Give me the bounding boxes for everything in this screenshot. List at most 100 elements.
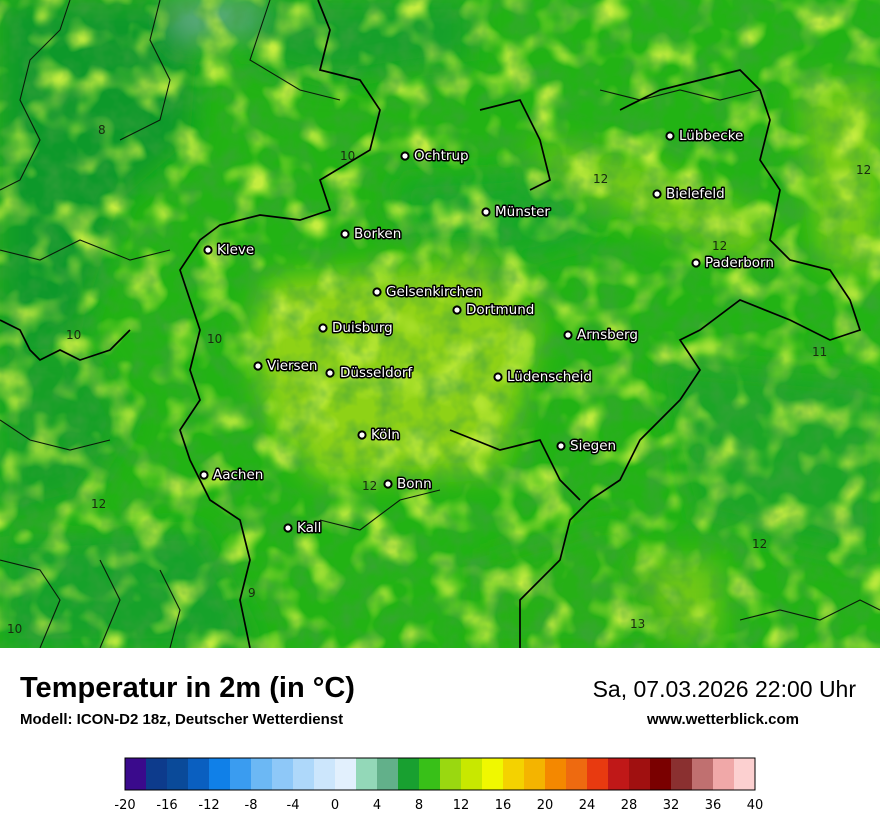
- legend-tick-label: -4: [287, 798, 300, 813]
- legend-swatch: [335, 758, 357, 790]
- svg-text:Bonn: Bonn: [397, 476, 432, 492]
- legend-swatch: [503, 758, 525, 790]
- legend-swatch: [587, 758, 609, 790]
- city-gelsenkirchen: Gelsenkirchen: [372, 283, 484, 302]
- svg-text:9: 9: [248, 586, 256, 600]
- svg-text:Kleve: Kleve: [217, 242, 254, 258]
- legend-tick-label: 4: [373, 798, 381, 813]
- city-koeln: Köln: [357, 426, 401, 445]
- svg-text:Ochtrup: Ochtrup: [414, 148, 469, 164]
- website-link: www.wetterblick.com: [647, 711, 799, 728]
- legend-swatch: [272, 758, 294, 790]
- svg-text:Lüdenscheid: Lüdenscheid: [507, 369, 592, 385]
- legend-swatch: [440, 758, 462, 790]
- city-bielefeld: Bielefeld: [652, 185, 726, 204]
- legend-tick-label: 8: [415, 798, 423, 813]
- legend-swatch: [293, 758, 315, 790]
- legend-swatch: [251, 758, 273, 790]
- city-markers: Lübbecke Ochtrup Bielefeld Münster Pader…: [199, 127, 775, 538]
- legend-swatch: [629, 758, 651, 790]
- city-aachen: Aachen: [199, 466, 265, 485]
- legend-tick-label: -12: [198, 798, 219, 813]
- color-legend: -20 -16 -12 -8 -4 0 4 8 12 16 20 24 28 32 36 40: [114, 757, 763, 813]
- city-kleve: Kleve: [203, 241, 256, 260]
- legend-swatch: [692, 758, 714, 790]
- svg-text:Paderborn: Paderborn: [705, 255, 774, 271]
- legend-swatch: [713, 758, 735, 790]
- model-source: Modell: ICON-D2 18z, Deutscher Wetterdie…: [20, 711, 344, 728]
- svg-text:Düsseldorf: Düsseldorf: [340, 365, 413, 381]
- svg-text:Kall: Kall: [297, 520, 321, 536]
- svg-text:12: 12: [362, 479, 377, 493]
- legend-tick-label: -16: [156, 798, 177, 813]
- legend-swatch: [419, 758, 441, 790]
- legend-swatch: [209, 758, 231, 790]
- svg-text:Borken: Borken: [354, 226, 401, 242]
- svg-text:12: 12: [712, 239, 727, 253]
- svg-text:Köln: Köln: [371, 427, 400, 443]
- svg-text:Aachen: Aachen: [213, 467, 263, 483]
- legend-swatch: [314, 758, 336, 790]
- legend-tick-label: 28: [621, 798, 638, 813]
- legend-tick-label: 32: [663, 798, 680, 813]
- legend-swatches: [124, 757, 756, 791]
- city-luedenscheid: Lüdenscheid: [493, 368, 593, 387]
- legend-swatch: [545, 758, 567, 790]
- svg-text:Siegen: Siegen: [570, 438, 616, 454]
- isotherm-labels: 8 10 12 12 12 10 10 11 12 12 12 9 10 13: [7, 123, 871, 636]
- city-arnsberg: Arnsberg: [563, 326, 639, 345]
- temperature-map: 8 10 12 12 12 10 10 11 12 12 12 9 10 13 …: [0, 0, 880, 648]
- svg-text:Münster: Münster: [495, 204, 550, 220]
- legend-swatch: [566, 758, 588, 790]
- legend-tick-label: 0: [331, 798, 339, 813]
- legend-swatch: [167, 758, 189, 790]
- city-kall: Kall: [283, 519, 323, 538]
- svg-text:Gelsenkirchen: Gelsenkirchen: [386, 284, 482, 300]
- cool-patches: [0, 0, 880, 648]
- city-borken: Borken: [340, 225, 403, 244]
- svg-text:12: 12: [752, 537, 767, 551]
- legend-tick-label: 36: [705, 798, 722, 813]
- svg-text:10: 10: [207, 332, 222, 346]
- svg-text:Viersen: Viersen: [267, 358, 317, 374]
- legend-tick-label: 24: [579, 798, 596, 813]
- svg-text:10: 10: [7, 622, 22, 636]
- legend-swatch: [650, 758, 672, 790]
- legend-swatch: [734, 758, 756, 790]
- map-title: Temperatur in 2m (in °C): [20, 672, 355, 704]
- legend-tick-label: -20: [114, 798, 135, 813]
- legend-swatch: [125, 758, 147, 790]
- legend-swatch: [230, 758, 252, 790]
- svg-text:Bielefeld: Bielefeld: [666, 186, 725, 202]
- city-ochtrup: Ochtrup: [400, 147, 470, 166]
- legend-tick-label: 12: [453, 798, 470, 813]
- svg-text:12: 12: [593, 172, 608, 186]
- legend-swatch: [461, 758, 483, 790]
- legend-frame: [124, 757, 756, 791]
- legend-tick-label: 20: [537, 798, 554, 813]
- svg-text:Dortmund: Dortmund: [466, 302, 534, 318]
- svg-text:Arnsberg: Arnsberg: [577, 327, 638, 343]
- city-muenster: Münster: [481, 203, 552, 222]
- legend-tick-label: -8: [245, 798, 258, 813]
- legend-swatch: [398, 758, 420, 790]
- legend-swatch: [356, 758, 378, 790]
- forecast-datetime: Sa, 07.03.2026 22:00 Uhr: [592, 676, 856, 702]
- svg-text:12: 12: [91, 497, 106, 511]
- legend-tick-label: 40: [747, 798, 764, 813]
- svg-text:11: 11: [812, 345, 827, 359]
- district-borders: [0, 0, 880, 648]
- svg-text:10: 10: [340, 149, 355, 163]
- svg-text:13: 13: [630, 617, 645, 631]
- svg-text:Duisburg: Duisburg: [332, 320, 393, 336]
- svg-text:Lübbecke: Lübbecke: [679, 128, 743, 144]
- legend-swatch: [146, 758, 168, 790]
- city-siegen: Siegen: [556, 437, 618, 456]
- svg-text:12: 12: [856, 163, 871, 177]
- city-luebbecke: Lübbecke: [665, 127, 745, 146]
- city-duisburg: Duisburg: [318, 319, 394, 338]
- legend-swatch: [482, 758, 504, 790]
- city-dortmund: Dortmund: [452, 301, 536, 320]
- legend-swatch: [671, 758, 693, 790]
- legend-ticks: -20 -16 -12 -8 -4 0 4 8 12 16 20 24 28 32 36 40: [114, 798, 763, 813]
